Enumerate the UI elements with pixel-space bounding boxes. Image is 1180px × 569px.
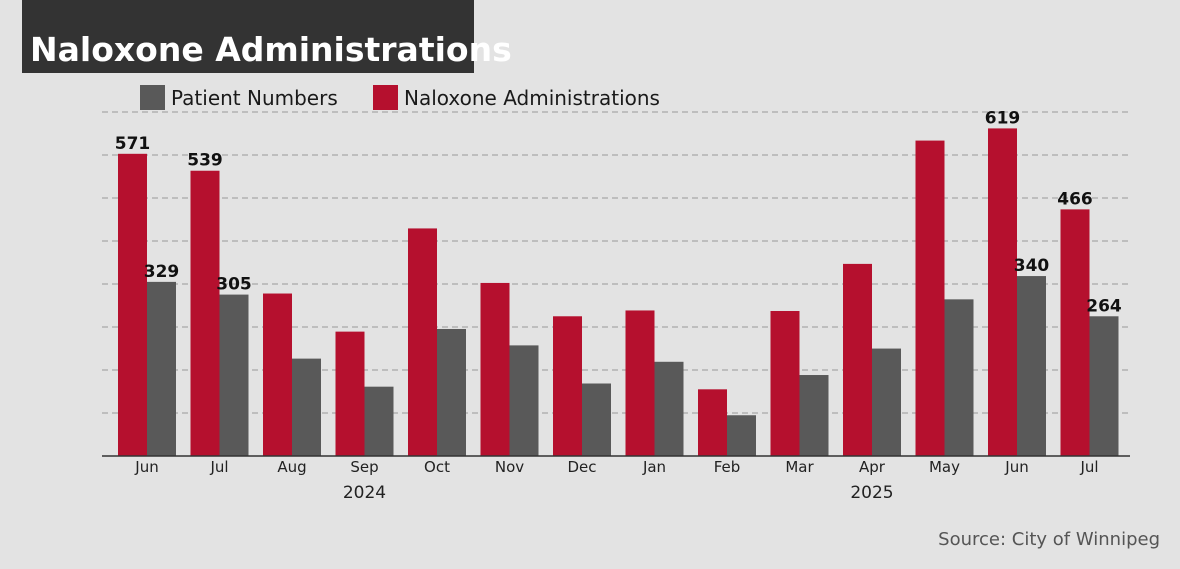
title-banner: Naloxone Administrations xyxy=(22,0,512,73)
bar-patients xyxy=(437,328,466,456)
data-label-patients: 329 xyxy=(144,262,180,282)
bar-naloxone xyxy=(480,282,510,456)
bar-naloxone xyxy=(698,389,727,456)
bar-patients xyxy=(727,415,756,456)
bar-patients xyxy=(944,299,974,456)
data-label-naloxone: 619 xyxy=(985,108,1021,128)
bar-patients xyxy=(364,386,394,456)
data-label-naloxone: 539 xyxy=(187,151,223,171)
year-label: 2025 xyxy=(850,483,893,503)
x-tick-label: Oct xyxy=(424,458,450,476)
bar-naloxone xyxy=(1060,209,1090,456)
bar-patients xyxy=(219,294,249,456)
bar-patients xyxy=(582,383,611,456)
x-tick-label: Mar xyxy=(785,458,814,476)
data-label-naloxone: 466 xyxy=(1057,189,1093,209)
x-tick-label: Jan xyxy=(642,458,666,476)
x-tick-label: Apr xyxy=(859,458,886,476)
bar-naloxone xyxy=(553,316,582,456)
data-label-naloxone: 571 xyxy=(115,134,151,154)
source-note: Source: City of Winnipeg xyxy=(938,529,1160,550)
x-tick-label: Jun xyxy=(134,458,158,476)
bar-naloxone xyxy=(190,170,220,456)
bar-naloxone xyxy=(770,310,800,456)
legend-label-patients: Patient Numbers xyxy=(171,86,338,110)
legend-label-naloxone: Naloxone Administrations xyxy=(404,86,660,110)
bar-patients xyxy=(654,361,684,456)
x-tick-label: Aug xyxy=(277,458,306,476)
data-label-patients: 340 xyxy=(1014,256,1050,276)
x-tick-label: Jul xyxy=(209,458,228,476)
x-tick-label: Feb xyxy=(714,458,741,476)
bar-naloxone xyxy=(625,310,655,456)
bar-patients xyxy=(799,375,829,456)
data-label-patients: 305 xyxy=(216,275,252,295)
x-tick-label: Jul xyxy=(1079,458,1098,476)
x-tick-label: Sep xyxy=(350,458,378,476)
bar-naloxone xyxy=(915,140,945,456)
x-tick-label: Dec xyxy=(567,458,596,476)
bar-patients xyxy=(1089,316,1119,456)
data-label-patients: 264 xyxy=(1086,296,1122,316)
bar-naloxone xyxy=(118,153,147,456)
legend-swatch-naloxone xyxy=(373,85,398,110)
x-tick-label: May xyxy=(929,458,960,476)
bar-naloxone xyxy=(335,331,365,456)
bar-patients xyxy=(872,348,901,456)
legend-swatch-patients xyxy=(140,85,165,110)
bar-naloxone xyxy=(408,228,437,456)
bar-naloxone xyxy=(263,293,292,456)
bar-patients xyxy=(1017,276,1046,456)
bar-patients xyxy=(509,345,539,456)
bar-naloxone xyxy=(843,263,872,456)
bar-patients xyxy=(292,358,321,456)
x-tick-label: Nov xyxy=(495,458,524,476)
page-title: Naloxone Administrations xyxy=(30,30,512,69)
bar-patients xyxy=(147,281,176,456)
x-tick-label: Jun xyxy=(1004,458,1028,476)
bar-naloxone xyxy=(988,128,1017,456)
year-label: 2024 xyxy=(343,483,386,503)
